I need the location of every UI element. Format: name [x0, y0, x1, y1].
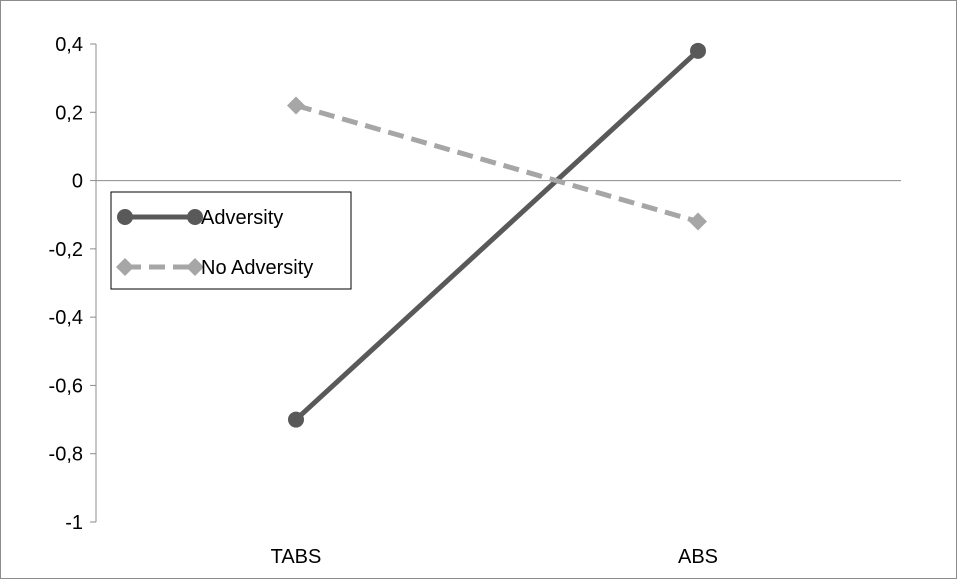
legend-marker [186, 258, 204, 276]
legend: Adversity No Adversity [110, 191, 352, 290]
axes-layer: 0,4 0,2 0 -0,2 -0,4 -0,6 -0,8 -1 TABS ABS [49, 34, 901, 568]
y-tick-label: 0,4 [55, 34, 83, 56]
legend-marker [187, 209, 203, 225]
x-tick-label: TABS [271, 546, 322, 568]
y-tick-label: 0,2 [55, 102, 83, 124]
series-layer [287, 42, 707, 428]
x-tick-label: ABS [678, 546, 718, 568]
y-tick-label: -0,6 [49, 375, 83, 397]
series-line [294, 48, 700, 422]
series-line [295, 103, 699, 224]
data-point-circle [288, 411, 304, 428]
data-point-circle [690, 42, 706, 59]
legend-item: Adversity [117, 207, 283, 229]
legend-box [110, 191, 352, 290]
data-point-diamond [287, 96, 305, 115]
legend-marker [117, 209, 133, 225]
legend-label: No Adversity [201, 257, 313, 279]
legend-item: No Adversity [116, 257, 313, 279]
y-tick-label: 0 [72, 171, 83, 193]
y-tick-label: -0,4 [49, 307, 83, 329]
y-tick-label: -0,8 [49, 444, 83, 466]
y-tick-label: -0,2 [49, 239, 83, 261]
series-adversity [288, 42, 706, 428]
series-no-adversity [287, 96, 707, 231]
legend-label: Adversity [201, 207, 283, 229]
data-point-diamond [689, 212, 707, 231]
legend-marker [116, 258, 134, 276]
y-tick-label: -1 [65, 512, 83, 534]
